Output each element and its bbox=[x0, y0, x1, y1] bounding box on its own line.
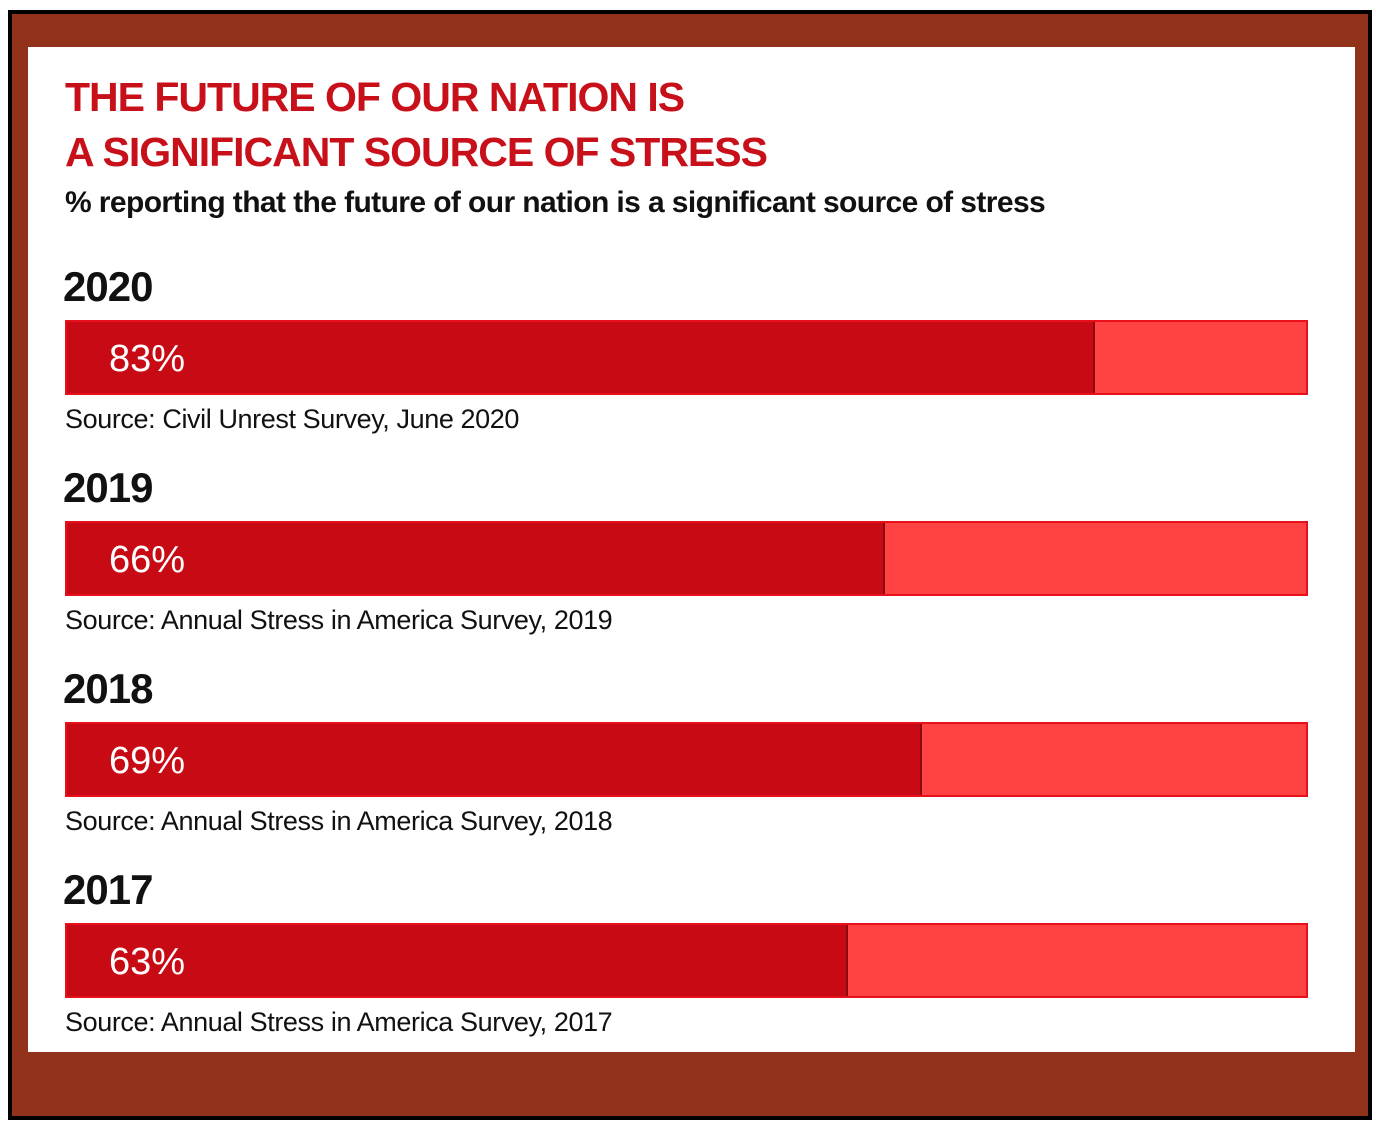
bar: 69% bbox=[67, 724, 922, 795]
category-label: 2018 bbox=[63, 665, 153, 712]
value-label: 63% bbox=[109, 941, 186, 983]
source-note: Source: Annual Stress in America Survey,… bbox=[65, 605, 613, 635]
bar-track: 66% bbox=[65, 521, 1308, 596]
bar: 63% bbox=[67, 925, 848, 996]
category-label: 2017 bbox=[63, 866, 153, 913]
value-label: 83% bbox=[109, 338, 186, 380]
bar: 83% bbox=[67, 322, 1096, 393]
category-label: 2020 bbox=[63, 263, 153, 310]
chart-subtitle: % reporting that the future of our natio… bbox=[65, 186, 1046, 219]
source-note: Source: Civil Unrest Survey, June 2020 bbox=[65, 404, 520, 434]
value-label: 66% bbox=[109, 539, 186, 581]
bar-track: 63% bbox=[65, 923, 1308, 998]
source-note: Source: Annual Stress in America Survey,… bbox=[65, 806, 613, 836]
bar-track: 83% bbox=[65, 320, 1308, 395]
source-note: Source: Annual Stress in America Survey,… bbox=[65, 1007, 613, 1037]
bar: 66% bbox=[67, 523, 885, 594]
category-label: 2019 bbox=[63, 464, 153, 511]
chart-title: A SIGNIFICANT SOURCE OF STRESS bbox=[65, 129, 768, 175]
value-label: 69% bbox=[109, 740, 186, 782]
chart-title: THE FUTURE OF OUR NATION IS bbox=[65, 74, 685, 120]
bar-track: 69% bbox=[65, 722, 1308, 797]
